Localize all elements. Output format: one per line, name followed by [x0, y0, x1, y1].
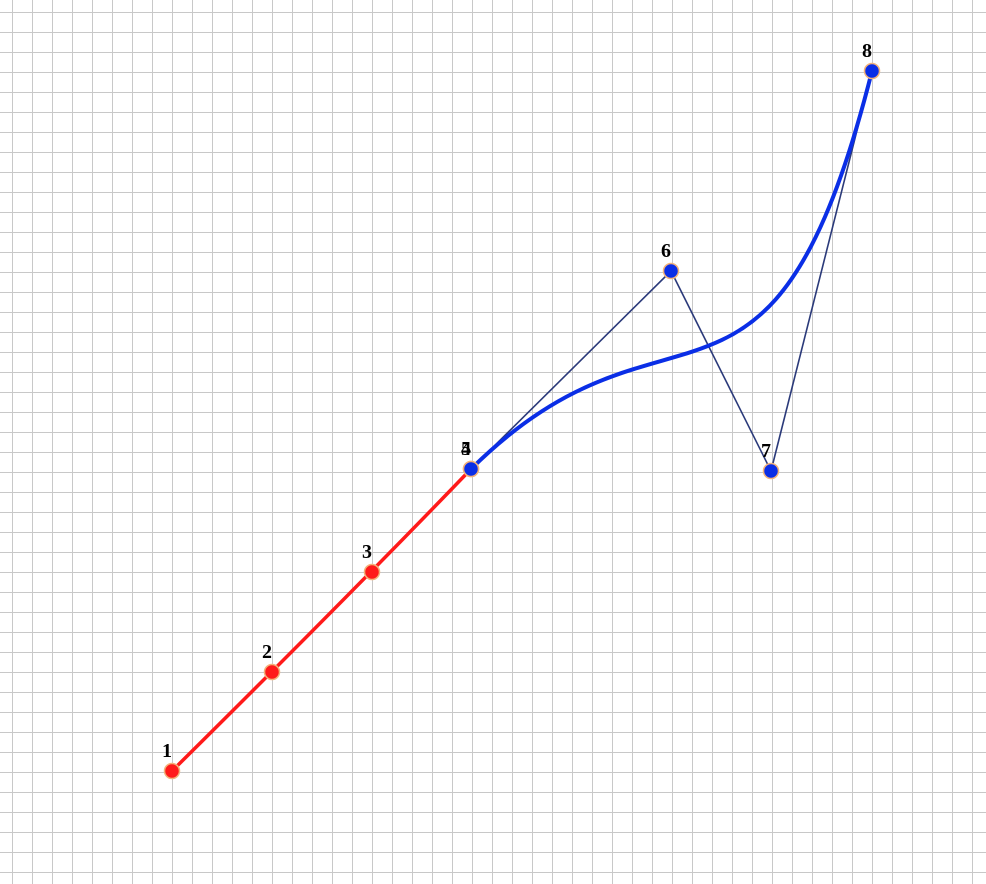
control-point-8[interactable] [863, 62, 881, 80]
control-points [163, 62, 881, 780]
control-point-6[interactable] [662, 262, 680, 280]
point-labels: 1 2 3 45 6 7 8 [162, 40, 872, 762]
control-point-3[interactable] [363, 563, 381, 581]
point-label-3: 3 [362, 541, 372, 563]
first-bezier-curve [170, 467, 473, 773]
second-bezier-curve [469, 69, 874, 471]
control-point-5[interactable] [462, 460, 480, 478]
curves [170, 69, 874, 773]
control-point-1[interactable] [163, 762, 181, 780]
point-label-4: 4 [461, 438, 471, 460]
point-label-7: 7 [761, 440, 771, 462]
point-label-1: 1 [162, 740, 172, 762]
point-label-8: 8 [862, 40, 872, 62]
control-polygon-segment [670, 270, 772, 472]
control-point-7[interactable] [762, 462, 780, 480]
point-label-2: 2 [262, 641, 272, 663]
point-label-6: 6 [661, 240, 671, 262]
control-polygon-segment [470, 270, 672, 470]
control-point-2[interactable] [263, 663, 281, 681]
point-label-5: 5 [461, 438, 471, 460]
